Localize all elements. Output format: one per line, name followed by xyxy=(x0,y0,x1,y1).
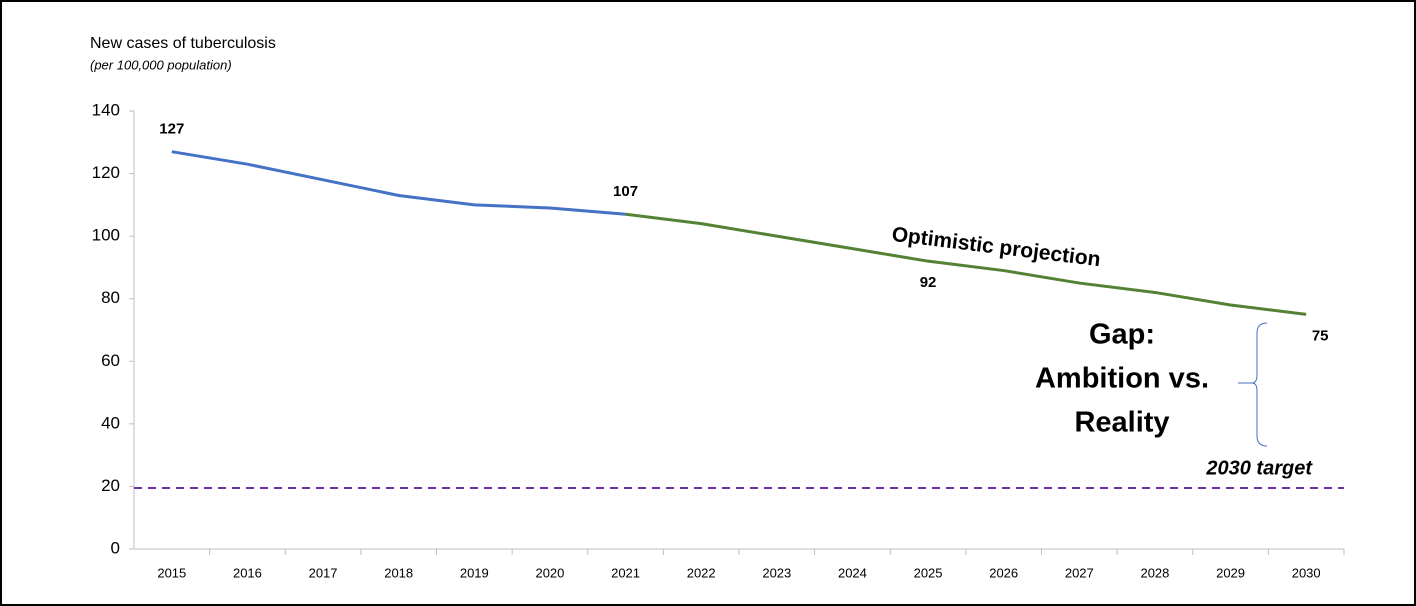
x-tick-label: 2017 xyxy=(309,565,338,580)
y-tick-label: 20 xyxy=(101,476,120,495)
series-line xyxy=(171,150,626,216)
axis-subtitle: (per 100,000 population) xyxy=(90,57,232,72)
data-label: 75 xyxy=(1312,327,1329,344)
y-tick-label: 60 xyxy=(101,351,120,370)
data-label: 127 xyxy=(159,121,184,138)
x-tick-label: 2018 xyxy=(384,565,413,580)
gap-label: Gap: xyxy=(1089,319,1155,351)
x-tick-label: 2021 xyxy=(611,565,640,580)
x-tick-label: 2029 xyxy=(1216,565,1245,580)
target-label: 2030 target xyxy=(1205,457,1313,479)
gap-label: Ambition vs. xyxy=(1035,363,1209,395)
gap-brace xyxy=(1238,322,1268,447)
x-tick-label: 2016 xyxy=(233,565,262,580)
y-tick-label: 40 xyxy=(101,413,120,432)
x-tick-label: 2026 xyxy=(989,565,1018,580)
data-label: 107 xyxy=(613,183,638,200)
x-tick-label: 2019 xyxy=(460,565,489,580)
x-tick-label: 2028 xyxy=(1140,565,1169,580)
x-tick-label: 2024 xyxy=(838,565,867,580)
y-tick-label: 120 xyxy=(92,163,120,182)
y-tick-label: 100 xyxy=(92,226,120,245)
x-tick-label: 2020 xyxy=(535,565,564,580)
x-tick-label: 2030 xyxy=(1292,565,1321,580)
axis-title: New cases of tuberculosis xyxy=(90,35,276,52)
x-tick-label: 2023 xyxy=(762,565,791,580)
series-line xyxy=(625,212,1307,316)
x-tick-label: 2025 xyxy=(914,565,943,580)
y-tick-label: 0 xyxy=(111,538,120,557)
y-tick-label: 80 xyxy=(101,288,120,307)
y-tick-label: 140 xyxy=(92,100,120,119)
data-label: 92 xyxy=(920,274,937,291)
projection-label: Optimistic projection xyxy=(890,223,1101,271)
x-tick-label: 2027 xyxy=(1065,565,1094,580)
x-tick-label: 2015 xyxy=(157,565,186,580)
gap-label: Reality xyxy=(1074,407,1169,439)
x-tick-label: 2022 xyxy=(687,565,716,580)
